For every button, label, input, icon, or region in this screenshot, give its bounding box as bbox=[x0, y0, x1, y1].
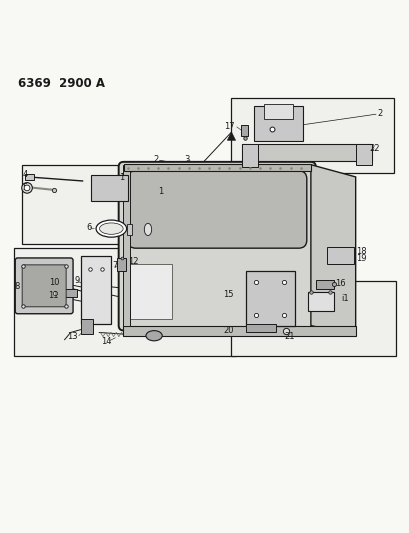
Ellipse shape bbox=[96, 220, 126, 237]
Text: 7: 7 bbox=[112, 261, 117, 270]
Text: i1: i1 bbox=[341, 294, 348, 303]
Bar bbox=[13, 248, 235, 356]
Bar bbox=[129, 264, 172, 319]
Text: 8: 8 bbox=[15, 281, 20, 290]
Bar bbox=[117, 257, 126, 271]
Bar bbox=[241, 144, 257, 167]
Bar bbox=[54, 289, 76, 297]
FancyBboxPatch shape bbox=[127, 171, 306, 248]
Text: 22: 22 bbox=[369, 144, 379, 153]
Text: 2: 2 bbox=[153, 155, 159, 164]
Text: 20: 20 bbox=[223, 326, 234, 335]
Polygon shape bbox=[122, 326, 355, 336]
Bar bbox=[355, 144, 371, 165]
Bar bbox=[245, 324, 276, 332]
Text: 10: 10 bbox=[49, 278, 59, 287]
Polygon shape bbox=[310, 165, 355, 336]
Text: 9: 9 bbox=[74, 276, 80, 285]
Bar bbox=[22, 165, 200, 244]
Bar bbox=[241, 144, 371, 160]
Text: 11: 11 bbox=[48, 292, 58, 300]
Bar bbox=[231, 98, 393, 173]
Text: 4: 4 bbox=[22, 170, 28, 179]
Text: 21: 21 bbox=[284, 332, 294, 341]
Bar bbox=[91, 175, 127, 201]
Bar bbox=[253, 107, 302, 141]
Circle shape bbox=[22, 183, 32, 193]
Bar bbox=[126, 224, 131, 235]
FancyBboxPatch shape bbox=[22, 265, 66, 307]
Bar bbox=[81, 319, 93, 334]
Text: 13: 13 bbox=[67, 332, 78, 341]
Bar bbox=[307, 292, 333, 311]
Text: 6369  2900 A: 6369 2900 A bbox=[18, 77, 104, 90]
Text: 14: 14 bbox=[101, 337, 111, 346]
Circle shape bbox=[24, 185, 30, 191]
Bar bbox=[263, 104, 292, 119]
Text: 1: 1 bbox=[119, 173, 124, 182]
Bar bbox=[245, 271, 294, 326]
Bar bbox=[122, 165, 130, 326]
Text: 16: 16 bbox=[335, 279, 345, 288]
Text: 3: 3 bbox=[183, 155, 189, 164]
Bar bbox=[25, 174, 34, 180]
Ellipse shape bbox=[144, 223, 151, 236]
Text: 2: 2 bbox=[376, 109, 381, 118]
Ellipse shape bbox=[99, 223, 123, 235]
Bar bbox=[81, 256, 111, 324]
Text: 12: 12 bbox=[127, 257, 138, 266]
Text: 15: 15 bbox=[223, 290, 234, 298]
Bar bbox=[231, 281, 396, 356]
Bar bbox=[123, 164, 310, 171]
FancyBboxPatch shape bbox=[118, 162, 315, 330]
Bar bbox=[315, 280, 333, 289]
Bar bbox=[240, 125, 247, 136]
Text: 6: 6 bbox=[86, 223, 91, 232]
Ellipse shape bbox=[146, 330, 162, 341]
Text: 1: 1 bbox=[158, 187, 163, 196]
Text: 5: 5 bbox=[22, 183, 28, 191]
FancyBboxPatch shape bbox=[15, 258, 73, 314]
Text: 19: 19 bbox=[355, 254, 365, 263]
Bar bbox=[326, 247, 353, 264]
Text: 18: 18 bbox=[355, 247, 365, 255]
Polygon shape bbox=[227, 132, 235, 140]
Text: 17: 17 bbox=[224, 122, 234, 131]
